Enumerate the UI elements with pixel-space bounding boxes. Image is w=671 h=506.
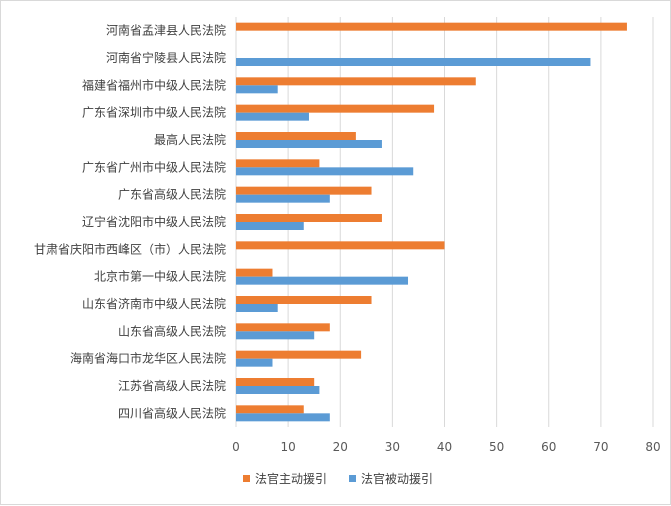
bar-active-14 (236, 405, 304, 414)
tick-label-60: 60 (541, 440, 556, 454)
legend-swatch-1 (349, 475, 356, 482)
bar-passive-3 (236, 112, 309, 121)
bar-passive-7 (236, 222, 304, 230)
x-tick-labels: 0 10 20 30 40 50 60 70 80 (232, 440, 660, 454)
category-labels: 河南省孟津县人民法院河南省宁陵县人民法院福建省福州市中级人民法院广东省深圳市中级… (34, 23, 226, 421)
bar-active-12 (236, 350, 362, 359)
legend-label-1: 法官被动援引 (361, 471, 433, 486)
tick-label-80: 80 (645, 440, 660, 454)
bar-active-2 (236, 77, 476, 86)
category-label-12: 海南省海口市龙华区人民法院 (70, 351, 226, 366)
category-label-9: 北京市第一中级人民法院 (94, 269, 226, 284)
bar-passive-13 (236, 386, 320, 394)
tick-label-10: 10 (280, 440, 295, 454)
bars (236, 22, 627, 422)
bar-passive-14 (236, 413, 330, 422)
category-label-10: 山东省济南市中级人民法院 (82, 296, 226, 311)
bar-active-0 (236, 22, 627, 31)
bar-active-10 (236, 296, 372, 304)
bar-active-7 (236, 214, 382, 222)
bar-passive-12 (236, 358, 273, 367)
bar-active-6 (236, 186, 372, 195)
bar-passive-6 (236, 194, 330, 203)
category-label-1: 河南省宁陵县人民法院 (106, 50, 226, 65)
category-label-0: 河南省孟津县人民法院 (106, 23, 226, 38)
legend-swatch-0 (243, 475, 250, 482)
tick-label-40: 40 (437, 440, 452, 454)
bar-passive-9 (236, 276, 409, 285)
bar-passive-11 (236, 331, 315, 340)
bar-active-4 (236, 132, 356, 140)
bar-active-3 (236, 104, 435, 113)
bar-passive-10 (236, 304, 278, 312)
category-label-6: 广东省高级人民法院 (118, 187, 226, 202)
bar-active-5 (236, 159, 320, 168)
category-label-13: 江苏省高级人民法院 (118, 378, 226, 393)
bar-passive-5 (236, 167, 414, 176)
bar-active-9 (236, 268, 273, 277)
category-label-8: 甘肃省庆阳市西峰区（市）人民法院 (34, 241, 226, 256)
tick-label-70: 70 (593, 440, 608, 454)
bar-active-11 (236, 323, 330, 332)
tick-label-20: 20 (333, 440, 348, 454)
category-label-4: 最高人民法院 (154, 132, 226, 147)
category-label-7: 辽宁省沈阳市中级人民法院 (82, 214, 226, 229)
category-label-2: 福建省福州市中级人民法院 (82, 77, 226, 92)
bar-active-13 (236, 378, 315, 386)
bar-passive-2 (236, 85, 278, 94)
category-label-11: 山东省高级人民法院 (118, 323, 226, 338)
tick-label-30: 30 (385, 440, 400, 454)
tick-label-0: 0 (232, 440, 240, 454)
category-label-3: 广东省深圳市中级人民法院 (82, 105, 226, 120)
bar-passive-4 (236, 140, 382, 148)
tick-label-50: 50 (489, 440, 504, 454)
bar-active-8 (236, 241, 445, 250)
category-label-5: 广东省广州市中级人民法院 (82, 159, 226, 174)
bar-passive-1 (236, 58, 591, 66)
legend-label-0: 法官主动援引 (255, 471, 327, 486)
legend: 法官主动援引 法官被动援引 (243, 471, 433, 486)
category-label-14: 四川省高级人民法院 (118, 405, 226, 420)
